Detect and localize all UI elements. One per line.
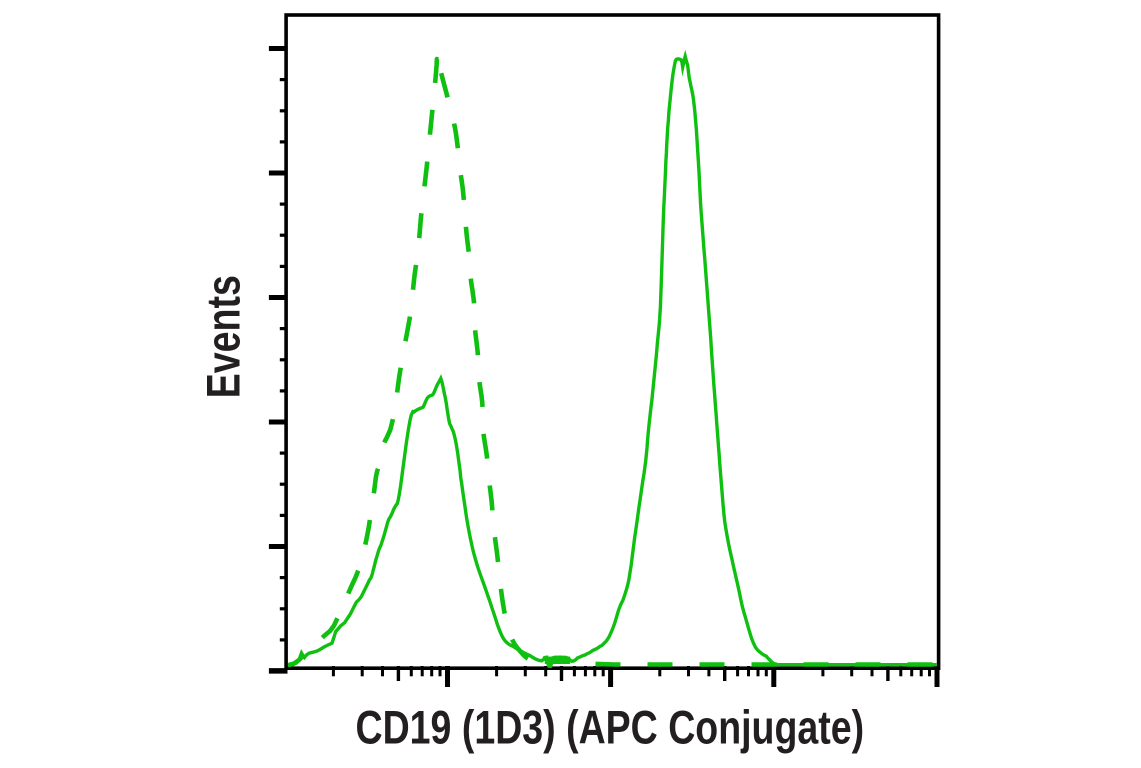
svg-text:Events: Events <box>197 275 250 398</box>
svg-text:CD19 (1D3) (APC Conjugate): CD19 (1D3) (APC Conjugate) <box>355 701 864 754</box>
